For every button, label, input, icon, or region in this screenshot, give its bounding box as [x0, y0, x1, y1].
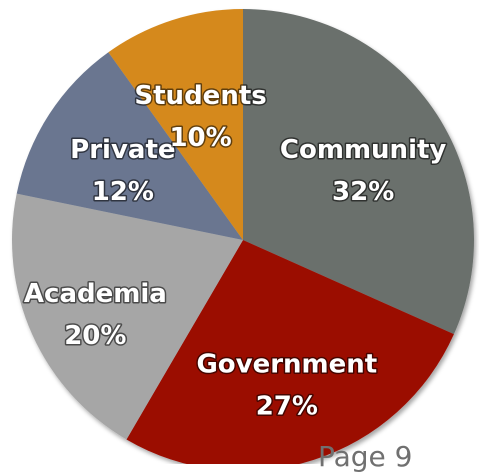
- pie-slice-academia: [11, 193, 243, 440]
- pie-slice-students: [108, 9, 244, 240]
- pie-slice-government: [126, 240, 454, 464]
- pie-slice-community: [243, 9, 474, 335]
- slice-label-community: Community: [280, 135, 446, 165]
- slice-percent-students: 10%: [169, 123, 231, 153]
- slice-label-government: Government: [196, 349, 377, 379]
- slice-percent-academia: 20%: [64, 321, 126, 351]
- slice-percent-private: 12%: [92, 177, 154, 207]
- slice-percent-government: 27%: [256, 391, 318, 421]
- slice-percent-community: 32%: [332, 177, 394, 207]
- pie-slice-private: [16, 52, 243, 241]
- page-number: Page 9: [318, 440, 413, 473]
- slice-label-private: Private: [70, 135, 175, 165]
- slice-label-students: Students: [134, 81, 266, 111]
- slice-label-academia: Academia: [24, 279, 167, 309]
